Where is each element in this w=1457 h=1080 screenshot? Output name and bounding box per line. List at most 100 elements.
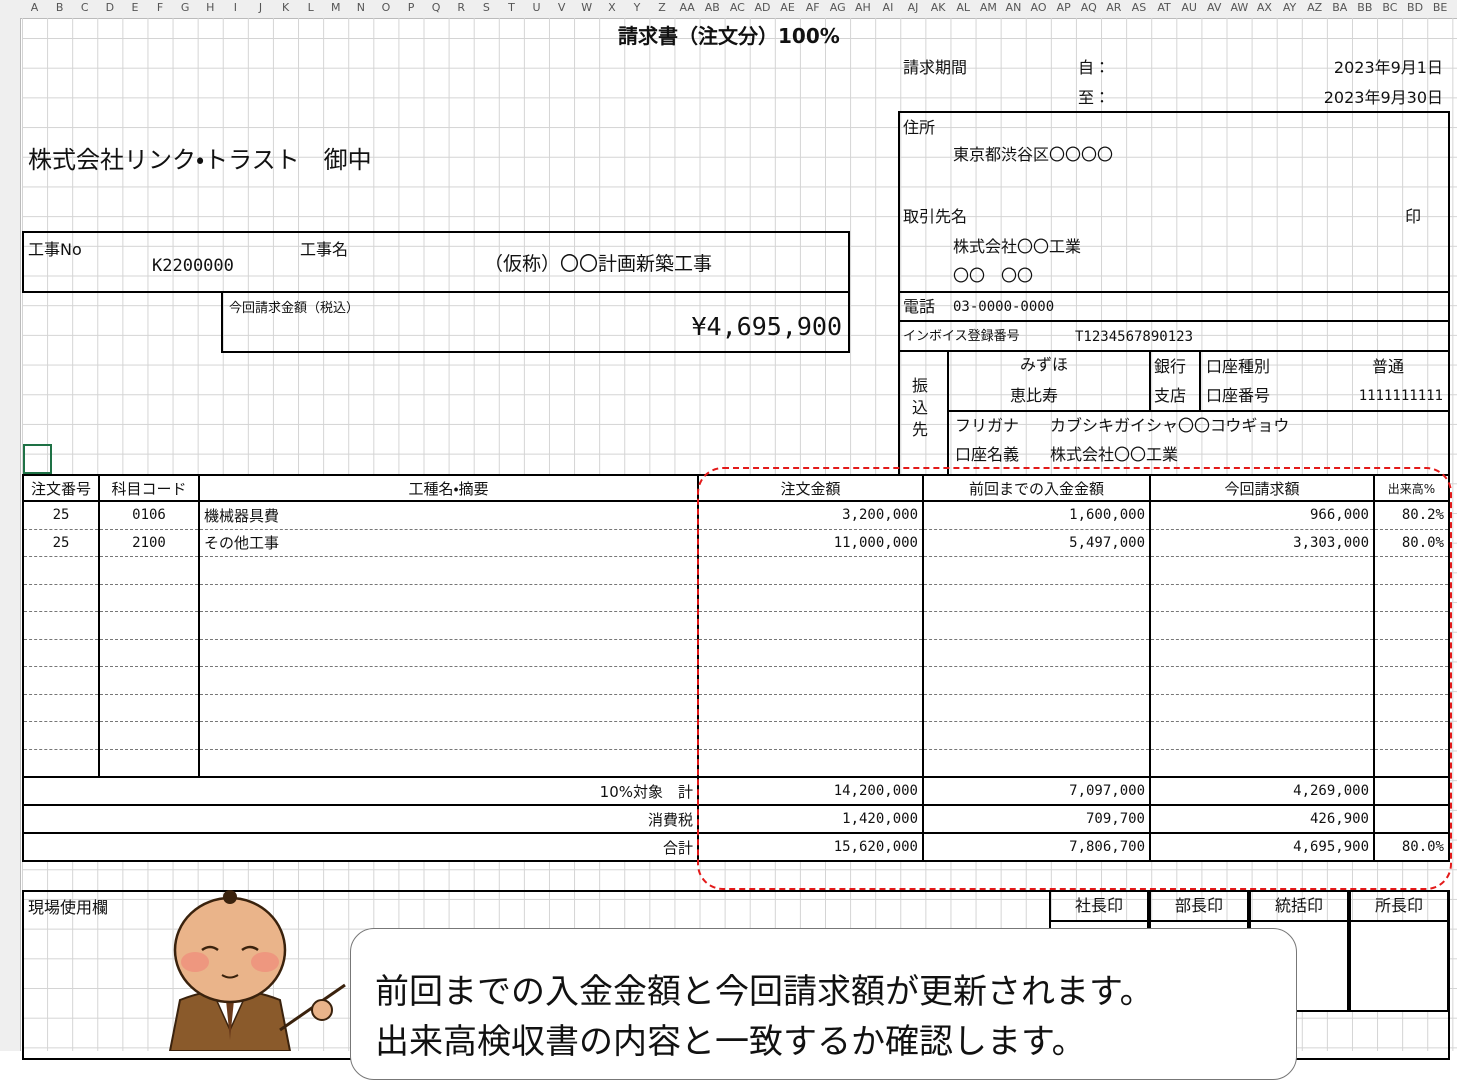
invoice-title: 請求書（注文分）100%: [618, 24, 840, 48]
seal-label: 印: [1405, 207, 1422, 226]
total-cell: 7,806,700: [922, 832, 1151, 862]
stamp-box: [1349, 920, 1449, 1012]
column-header: AT: [1157, 1, 1171, 14]
total-label: 10%対象 計: [22, 776, 699, 806]
empty-cell: [22, 556, 100, 585]
empty-cell: [922, 639, 1151, 667]
amount-label: 今回請求金額（税込）: [229, 301, 360, 316]
column-header: N: [356, 1, 365, 14]
total-cell: 80.0%: [1373, 832, 1450, 862]
column-header: S: [482, 1, 490, 14]
divider: [948, 410, 1450, 412]
character-illustration: [168, 890, 346, 1051]
column-header: R: [457, 1, 466, 14]
header-cell: 工種名・摘要: [198, 474, 699, 502]
empty-cell: [98, 721, 200, 750]
column-header: BB: [1357, 1, 1373, 14]
branch-suffix: 支店: [1154, 386, 1187, 405]
selected-cell[interactable]: [23, 444, 52, 474]
phone: 03-0000-0000: [953, 299, 1055, 315]
data-cell: 25: [22, 501, 100, 530]
empty-cell: [22, 639, 100, 667]
account-kana: カブシキガイシャ〇〇コウギョウ: [1050, 416, 1290, 435]
project-name-label: 工事名: [300, 240, 349, 259]
empty-cell: [697, 639, 924, 667]
empty-cell: [1149, 666, 1375, 695]
project-no-label: 工事No: [28, 240, 82, 259]
column-header: V: [557, 1, 566, 14]
column-header: H: [206, 1, 215, 14]
column-header: X: [608, 1, 616, 14]
column-header: J: [258, 1, 263, 14]
empty-cell: [697, 694, 924, 722]
data-cell: 1,600,000: [922, 501, 1151, 530]
stamp-header: 社長印: [1049, 890, 1149, 922]
callout-line: 前回までの入金金額と今回請求額が更新されます。: [375, 972, 1154, 1012]
empty-row: [22, 584, 1450, 612]
empty-cell: [1149, 694, 1375, 722]
empty-cell: [697, 749, 924, 778]
empty-cell: [198, 721, 699, 750]
empty-cell: [98, 749, 200, 778]
column-header: BC: [1382, 1, 1398, 14]
highlight-frame: [697, 467, 1452, 890]
empty-cell: [198, 584, 699, 612]
empty-row: [22, 556, 1450, 585]
project-box: [22, 231, 850, 293]
empty-row: [22, 611, 1450, 640]
row-header-bar: [0, 18, 21, 1051]
divider: [947, 350, 949, 474]
data-cell: 25: [22, 529, 100, 557]
addressee: 株式会社リンク・トラスト 御中: [28, 146, 372, 174]
divider: [898, 320, 1450, 322]
from-date: 2023年9月1日: [1333, 58, 1443, 77]
vendor-company: 株式会社〇〇工業: [953, 237, 1082, 256]
bank-label: 振込先: [912, 376, 929, 439]
header-cell: 科目コード: [98, 474, 200, 502]
stamp-header: 所長印: [1349, 890, 1449, 922]
column-header-bar: A B C D E F G H I J K L M N O P Q R S T U V W X Y Z AA AB AC AD AE AF AG…: [0, 0, 1457, 19]
account-type-label: 口座種別: [1206, 357, 1271, 376]
column-header: M: [330, 1, 341, 14]
column-header: AB: [704, 1, 720, 14]
column-header: AK: [930, 1, 946, 14]
empty-cell: [922, 556, 1151, 585]
column-header: AZ: [1307, 1, 1323, 14]
empty-cell: [697, 584, 924, 612]
column-header: AP: [1056, 1, 1071, 14]
column-header: BA: [1332, 1, 1348, 14]
header-cell: 注文番号: [22, 474, 100, 502]
divider: [1199, 350, 1201, 410]
data-cell: 3,200,000: [697, 501, 924, 530]
empty-cell: [1373, 666, 1450, 695]
empty-cell: [697, 556, 924, 585]
column-header: Z: [658, 1, 666, 14]
column-header: C: [80, 1, 89, 14]
total-row: 10%対象 計 14,200,000 7,097,000 4,269,000: [22, 776, 1450, 806]
empty-cell: [98, 666, 200, 695]
empty-cell: [1373, 721, 1450, 750]
column-header: AH: [854, 1, 871, 14]
account-number-label: 口座番号: [1206, 386, 1271, 405]
column-header: AX: [1256, 1, 1272, 14]
column-header: AN: [1005, 1, 1022, 14]
period-label: 請求期間: [903, 58, 968, 77]
column-header: O: [381, 1, 391, 14]
empty-cell: [1149, 611, 1375, 640]
total-cell: 709,700: [922, 804, 1151, 834]
column-header: AC: [729, 1, 745, 14]
empty-cell: [98, 639, 200, 667]
total-row: 合計 15,620,000 7,806,700 4,695,900 80.0%: [22, 832, 1450, 862]
amount-value: ¥4,695,900: [691, 312, 842, 341]
column-header: AA: [679, 1, 695, 14]
column-header: BD: [1407, 1, 1424, 14]
data-cell: その他工事: [198, 529, 699, 557]
data-row: 25 2100 その他工事 11,000,000 5,497,000 3,303,000 8…: [22, 529, 1450, 557]
total-cell: [1373, 776, 1450, 806]
divider: [898, 291, 1450, 293]
total-row: 消費税 1,420,000 709,700 426,900: [22, 804, 1450, 834]
empty-cell: [98, 556, 200, 585]
column-header: AV: [1207, 1, 1222, 14]
holder-label: 口座名義: [955, 445, 1020, 464]
column-header: L: [307, 1, 314, 14]
